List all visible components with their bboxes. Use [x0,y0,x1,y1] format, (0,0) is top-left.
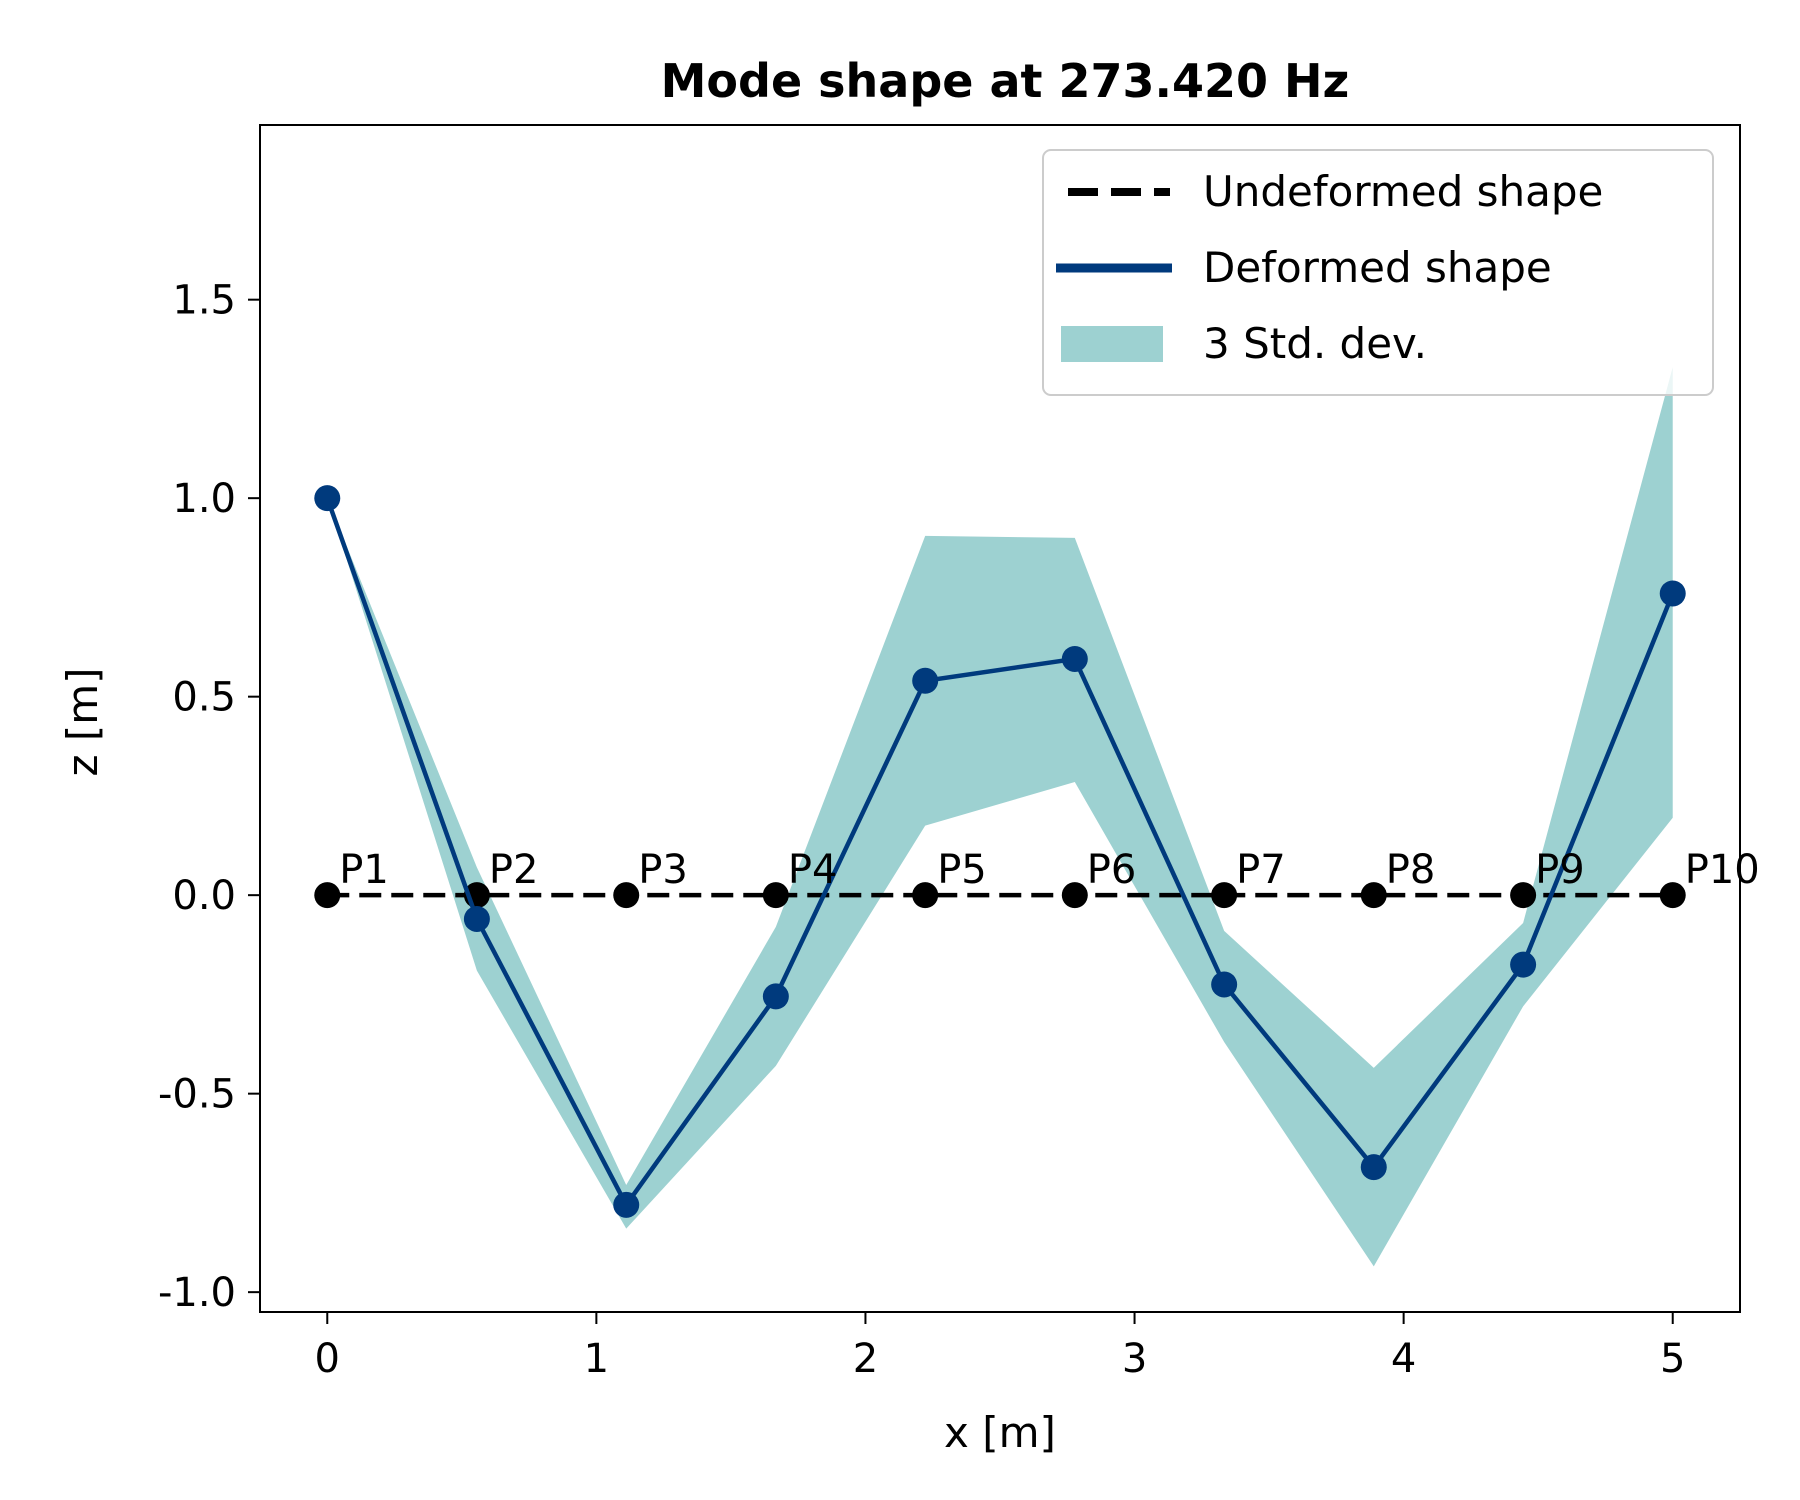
std-dev-band-layer [327,367,1673,1267]
x-tick-label: 4 [1391,1336,1416,1382]
deformed-point-4 [762,983,789,1010]
point-label-p9: P9 [1535,847,1585,893]
deformed-point-3 [613,1191,640,1218]
deformed-point-9 [1510,951,1537,978]
deformed-point-7 [1211,971,1238,998]
point-label-p5: P5 [937,847,987,893]
undeformed-point-1 [314,882,341,909]
chart-title: Mode shape at 273.420 Hz [661,54,1350,108]
plot-frame [259,124,1741,1313]
deformed-point-6 [1061,645,1088,672]
point-label-p6: P6 [1087,847,1137,893]
legend-swatch-band [1061,326,1163,362]
std-dev-band [327,367,1673,1267]
point-label-p4: P4 [788,847,838,893]
undeformed-layer [314,882,1686,909]
point-label-p3: P3 [638,847,688,893]
deformed-point-5 [912,667,939,694]
y-tick-label: 1.5 [172,278,236,324]
y-tick-label: 0.0 [172,873,236,919]
deformed-layer [314,485,1686,1218]
point-label-p1: P1 [339,847,389,893]
deformed-point-1 [314,485,341,512]
undeformed-point-9 [1510,882,1537,909]
deformed-point-10 [1659,580,1686,607]
legend-item-undeformed: Undeformed shape [1068,167,1603,216]
legend-label-undeformed: Undeformed shape [1203,167,1603,216]
x-tick-label: 3 [1122,1336,1147,1382]
point-label-p2: P2 [489,847,539,893]
undeformed-point-3 [613,882,640,909]
legend-item-std-dev: 3 Std. dev. [1061,319,1427,368]
x-tick-label: 1 [584,1336,609,1382]
y-tick-label: 1.0 [172,476,236,522]
y-tick-label: 0.5 [172,675,236,721]
deformed-line [325,497,1675,1210]
undeformed-point-6 [1061,882,1088,909]
undeformed-point-5 [912,882,939,909]
undeformed-point-4 [762,882,789,909]
x-tick-label: 2 [853,1336,878,1382]
legend-label-deformed: Deformed shape [1203,243,1552,292]
legend-box [1042,149,1714,396]
x-tick-label: 5 [1660,1336,1685,1382]
deformed-point-8 [1360,1154,1387,1181]
x-tick-label: 0 [315,1336,340,1382]
y-axis-ticks: -1.0 -0.5 0.0 0.5 1.0 1.5 [158,278,260,1316]
point-label-layer: P1 P2 P3 P4 P5 P6 P7 P8 P9 P10 [339,847,1759,893]
legend-item-deformed: Deformed shape [1056,243,1552,292]
y-tick-label: -0.5 [158,1072,236,1118]
point-label-p8: P8 [1386,847,1436,893]
y-axis-label: z [m] [58,667,107,776]
legend: Undeformed shape Deformed shape 3 Std. d… [1042,149,1714,396]
undeformed-point-10 [1659,882,1686,909]
undeformed-point-8 [1360,882,1387,909]
legend-label-std-dev: 3 Std. dev. [1203,319,1427,368]
y-tick-label: -1.0 [158,1270,236,1316]
undeformed-point-7 [1211,882,1238,909]
deformed-point-2 [463,905,490,932]
point-label-p10: P10 [1685,847,1760,893]
x-axis-label: x [m] [944,1408,1056,1457]
point-label-p7: P7 [1236,847,1286,893]
x-axis-ticks: 0 1 2 3 4 5 [315,1312,1685,1382]
